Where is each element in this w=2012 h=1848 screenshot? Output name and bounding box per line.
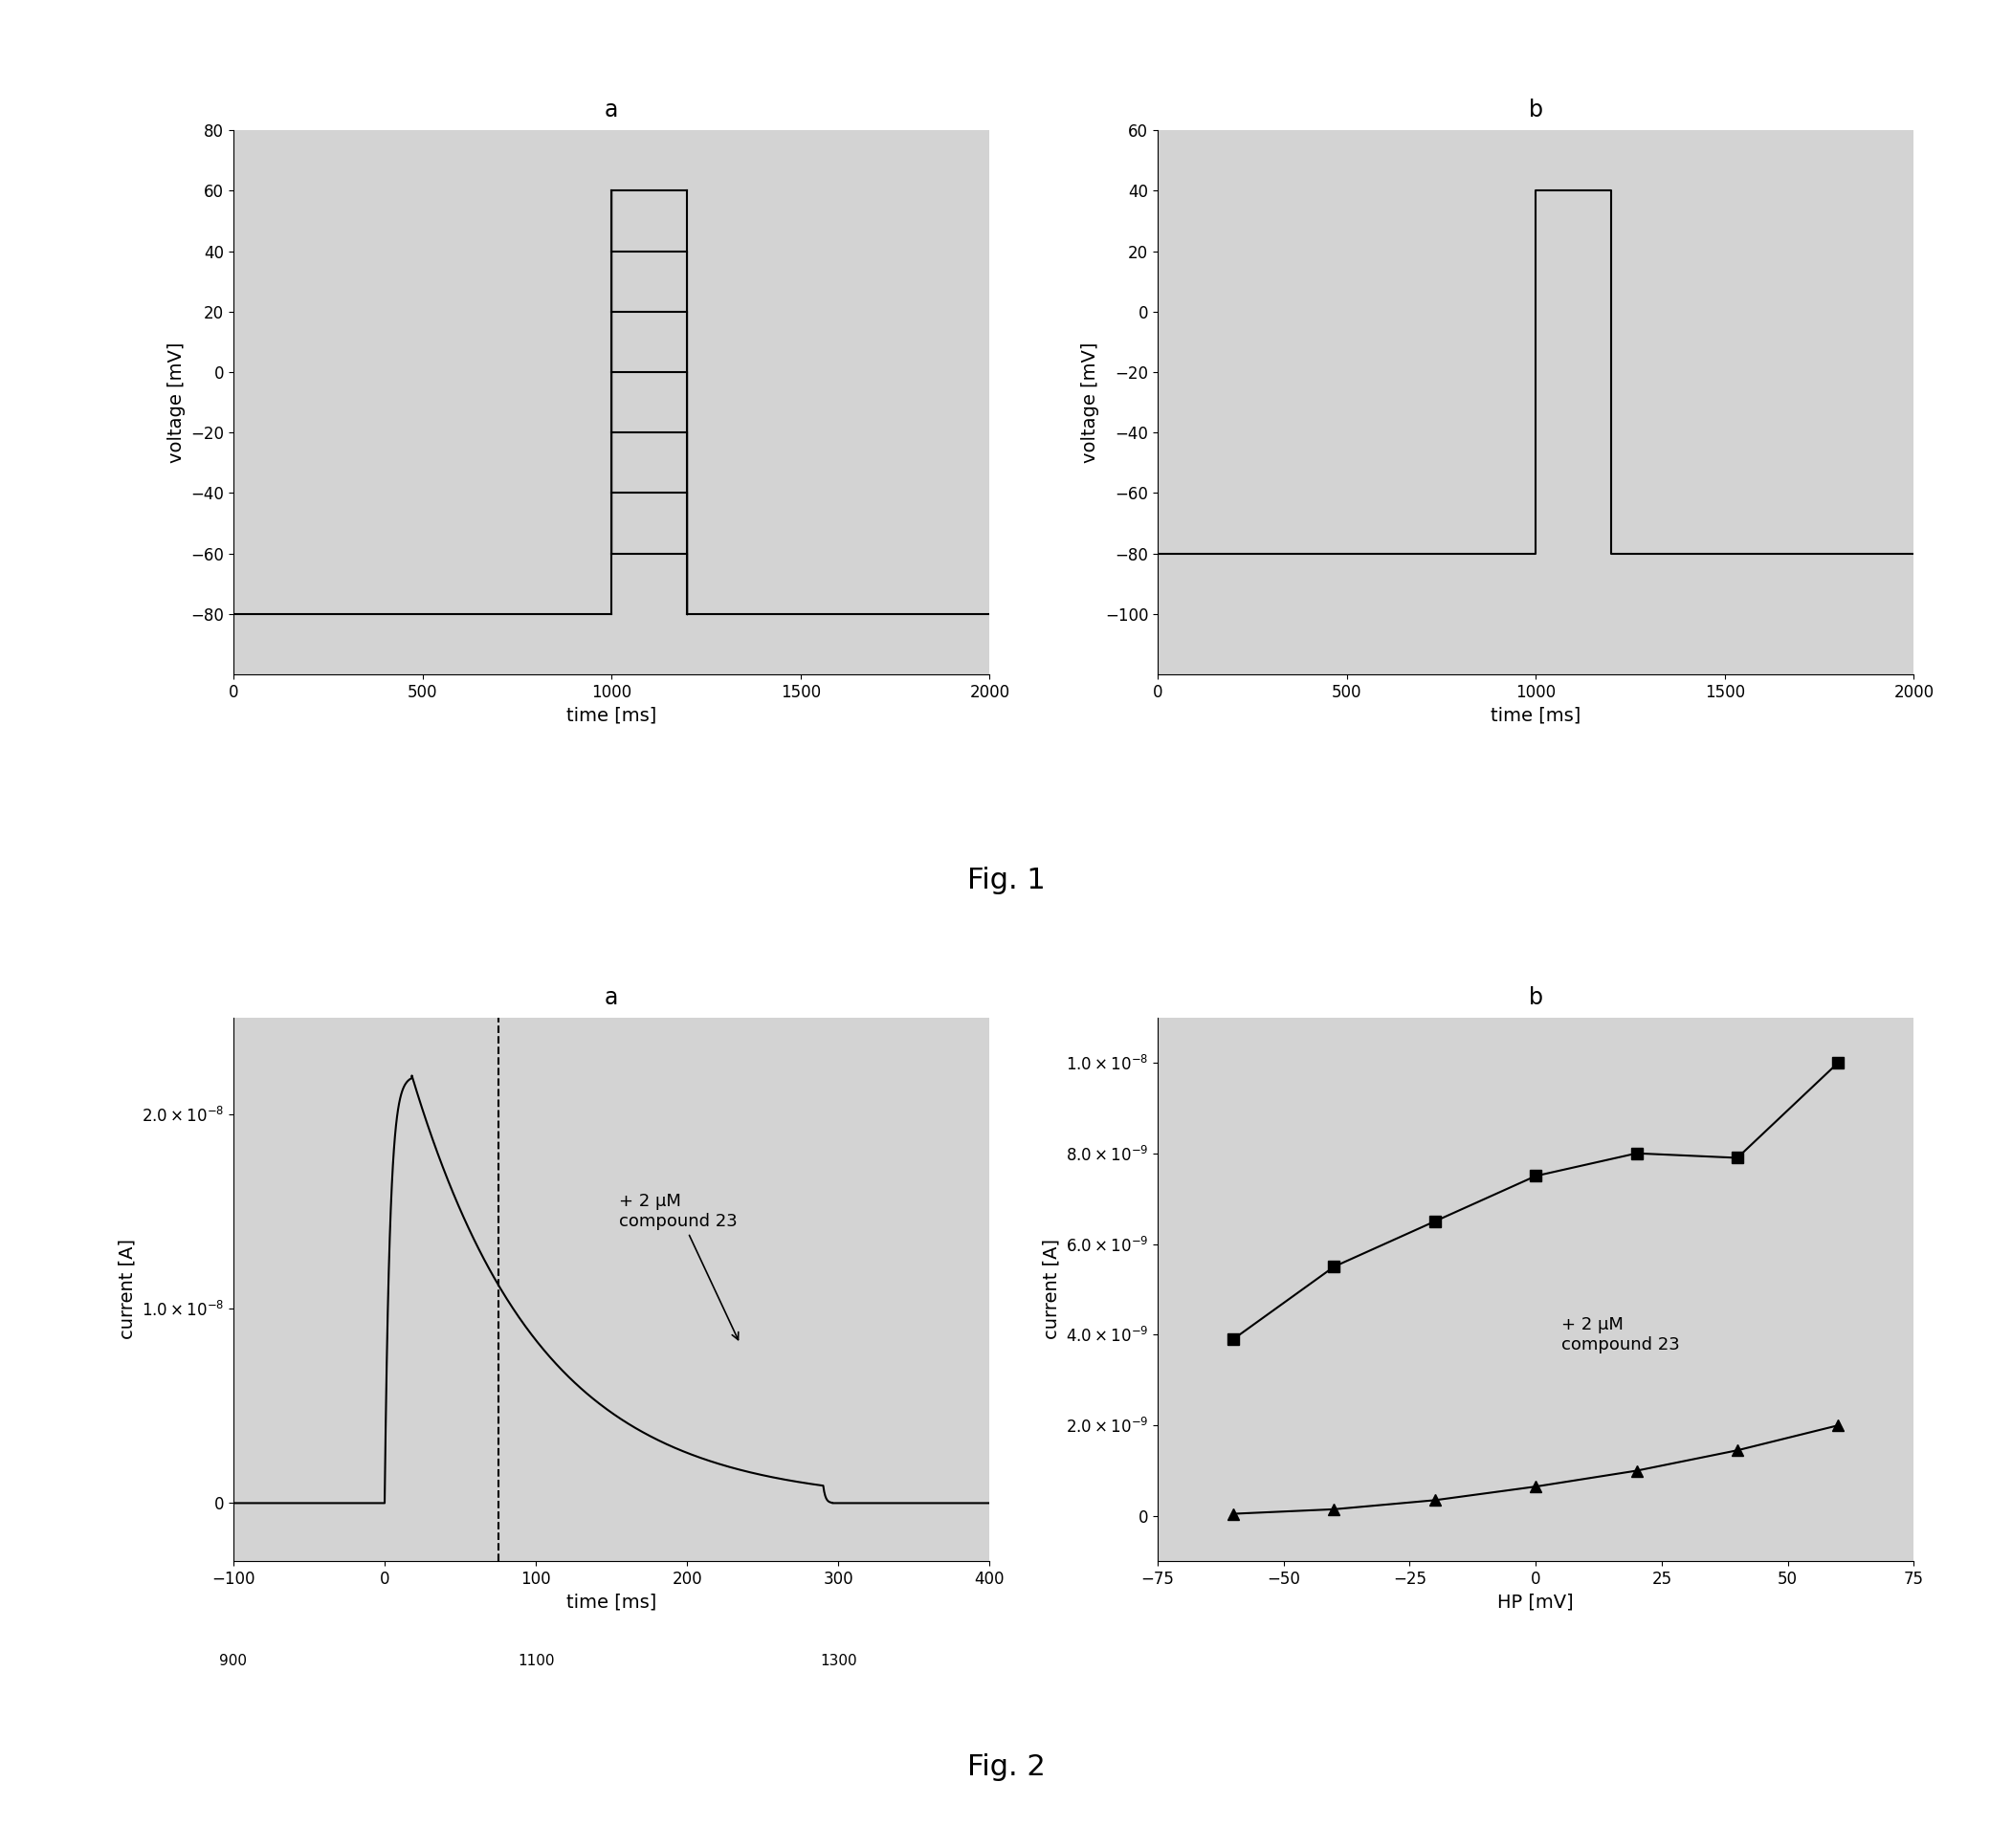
X-axis label: time [ms]: time [ms] — [567, 1593, 656, 1611]
Y-axis label: voltage [mV]: voltage [mV] — [1080, 342, 1099, 462]
Text: Fig. 1: Fig. 1 — [968, 867, 1044, 894]
Text: Fig. 2: Fig. 2 — [968, 1754, 1044, 1781]
X-axis label: time [ms]: time [ms] — [1491, 706, 1581, 724]
Title: a: a — [606, 985, 618, 1009]
Y-axis label: current [A]: current [A] — [119, 1240, 137, 1340]
Title: b: b — [1529, 98, 1543, 122]
X-axis label: HP [mV]: HP [mV] — [1497, 1593, 1573, 1611]
Text: 1100: 1100 — [517, 1654, 553, 1669]
Title: a: a — [606, 98, 618, 122]
Text: 1300: 1300 — [819, 1654, 857, 1669]
Y-axis label: current [A]: current [A] — [1042, 1240, 1060, 1340]
Title: b: b — [1529, 985, 1543, 1009]
Y-axis label: voltage [mV]: voltage [mV] — [167, 342, 185, 462]
Text: + 2 μM
compound 23: + 2 μM compound 23 — [1561, 1316, 1680, 1353]
Text: + 2 μM
compound 23: + 2 μM compound 23 — [620, 1194, 738, 1340]
Text: 900: 900 — [219, 1654, 247, 1669]
X-axis label: time [ms]: time [ms] — [567, 706, 656, 724]
